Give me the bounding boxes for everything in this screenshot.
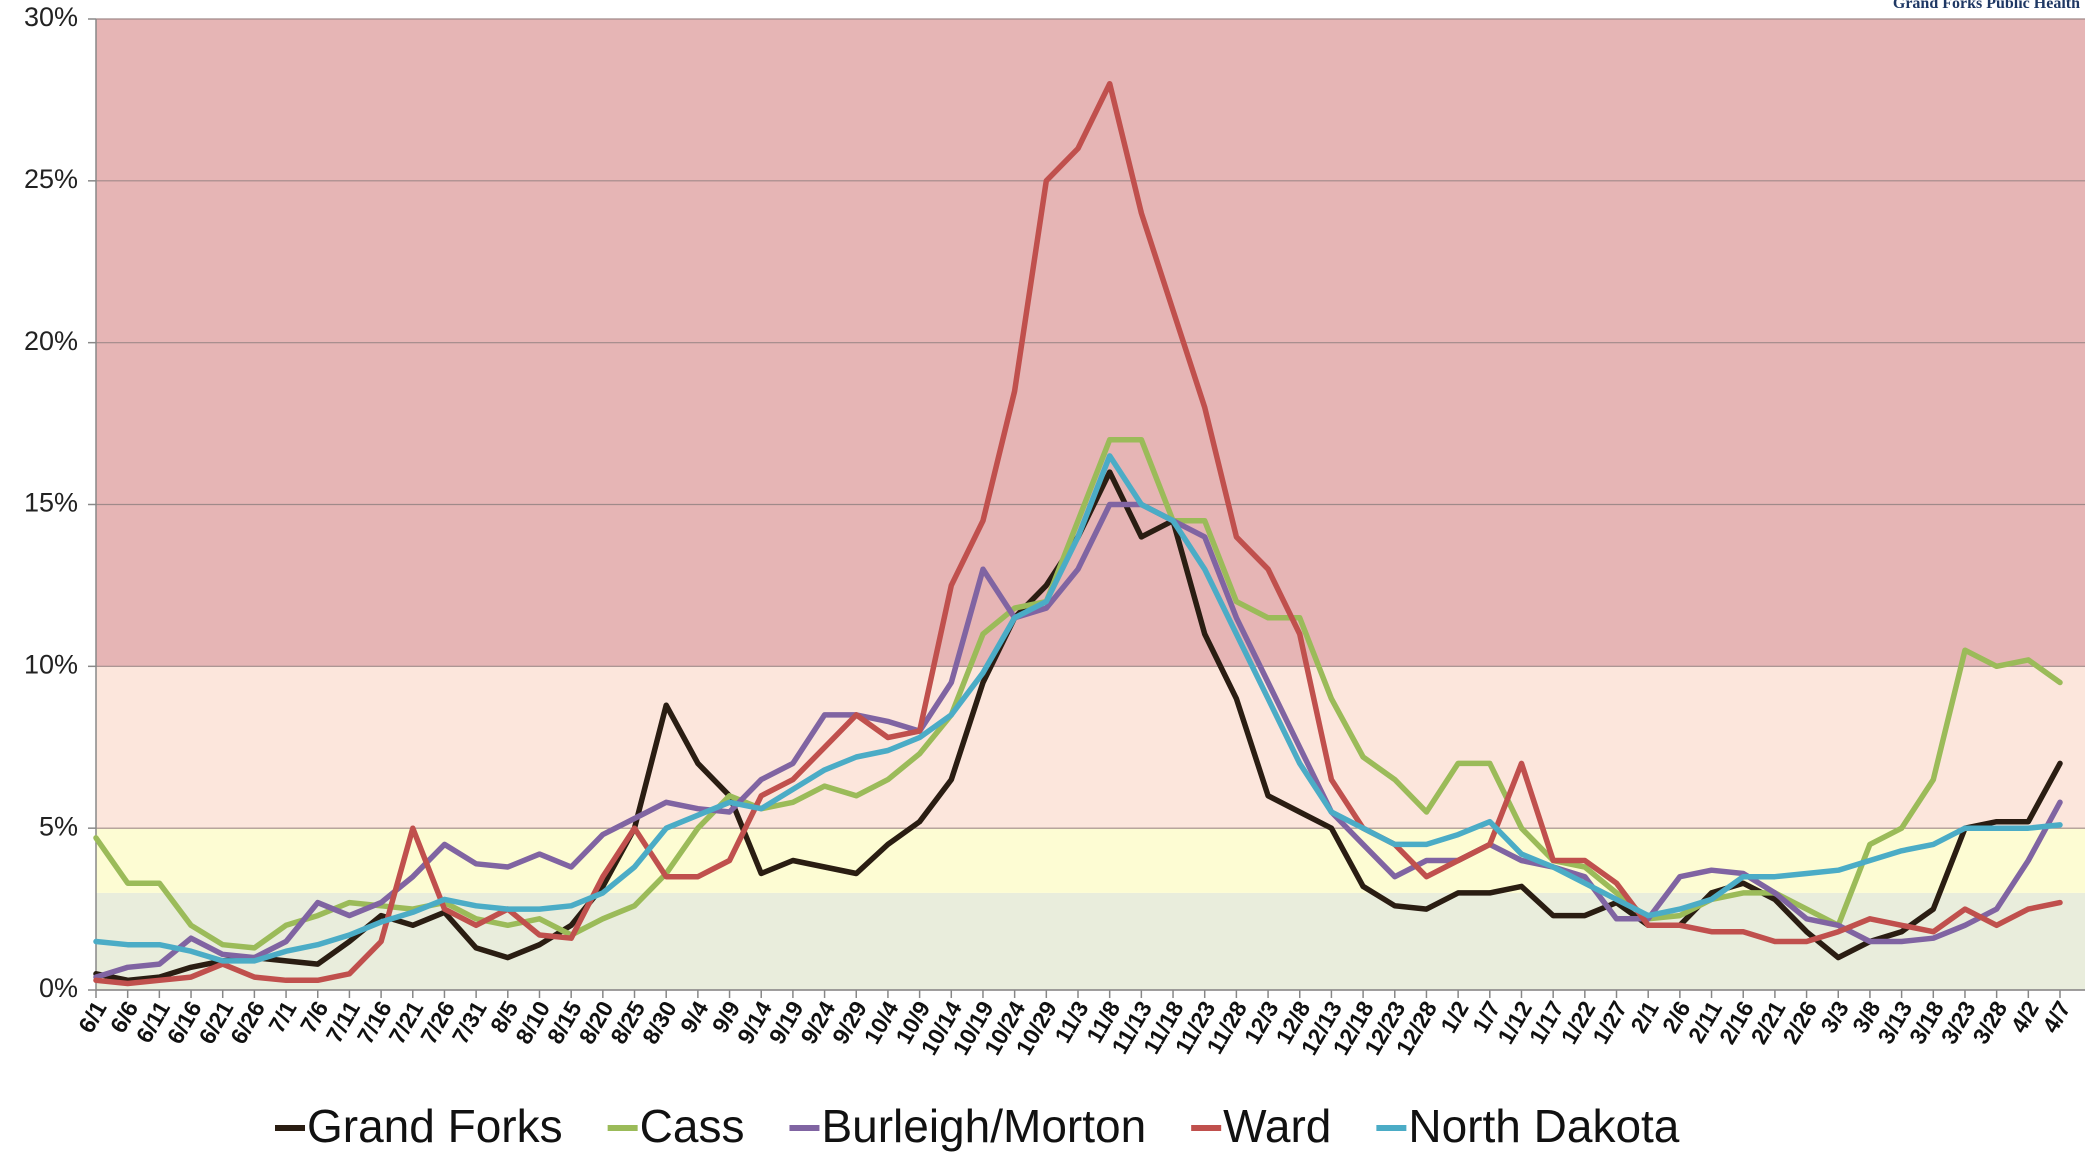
- legend-label: Cass: [640, 1100, 745, 1152]
- y-tick-label: 25%: [24, 164, 78, 194]
- legend-label: North Dakota: [1408, 1100, 1679, 1152]
- x-tick-label: 6/1: [73, 996, 112, 1037]
- source-label: Grand Forks Public Health: [1893, 0, 2080, 12]
- x-tick-label: 7/1: [263, 996, 302, 1037]
- y-tick-label: 20%: [24, 326, 78, 356]
- y-tick-label: 30%: [24, 2, 78, 32]
- legend-label: Ward: [1223, 1100, 1331, 1152]
- y-tick-label: 10%: [24, 649, 78, 679]
- y-tick-label: 0%: [39, 973, 78, 1003]
- threshold-band: [96, 828, 2085, 893]
- x-tick-label: 11/3: [1049, 997, 1093, 1048]
- legend-label: Burleigh/Morton: [821, 1100, 1146, 1152]
- series-line: [93, 80, 2063, 987]
- series-line: [93, 453, 2063, 964]
- x-tick-label: 4/2: [2005, 997, 2044, 1038]
- y-tick-label: 5%: [39, 811, 78, 841]
- x-tick-label: 9/4: [675, 996, 714, 1037]
- series-line: [93, 501, 2063, 980]
- x-tick-label: 2/1: [1625, 996, 1664, 1037]
- threshold-band: [96, 666, 2085, 829]
- x-tick-label: 4/7: [2037, 997, 2076, 1038]
- x-tick-label: 1/2: [1435, 997, 1474, 1038]
- y-tick-label: 15%: [24, 488, 78, 518]
- legend-label: Grand Forks: [307, 1100, 563, 1152]
- x-tick-label: 3/3: [1815, 997, 1854, 1038]
